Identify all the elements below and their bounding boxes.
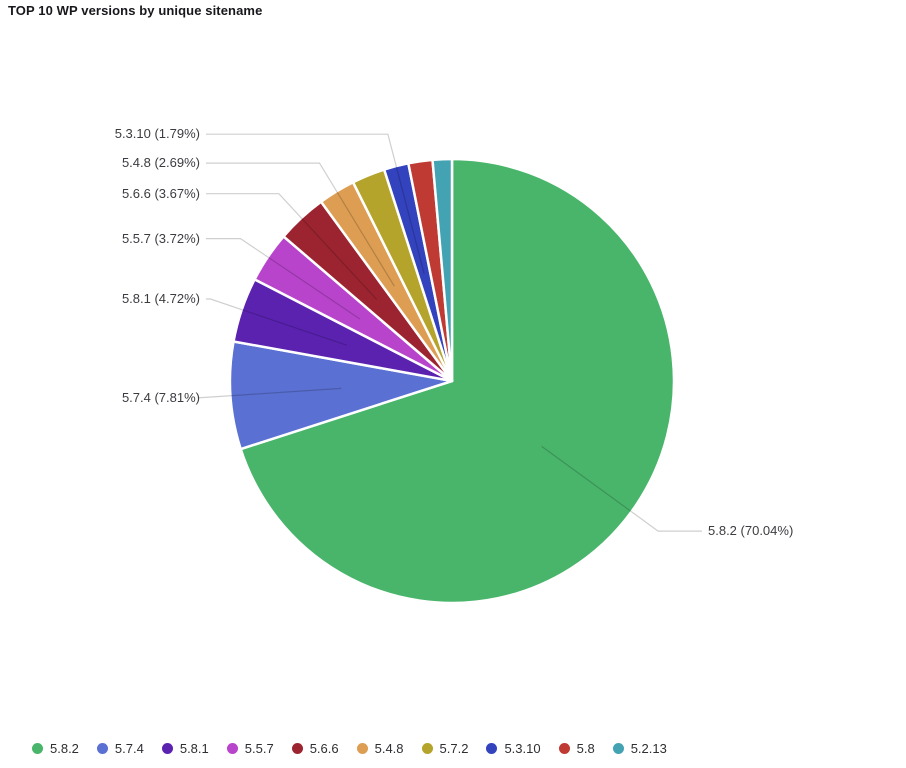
pie-slice-5.2.13[interactable] <box>431 157 454 383</box>
slice-label-5.6.6: 5.6.6 (3.67%) <box>121 185 200 201</box>
legend-label: 5.7.4 <box>114 741 144 756</box>
legend-item-5.4.8[interactable]: 5.4.8 <box>356 741 404 756</box>
label-line-5.8.1 <box>206 298 348 346</box>
legend-dot-5.7.2 <box>421 743 433 754</box>
slice-label-5.5.7: 5.5.7 (3.72%) <box>121 230 200 246</box>
legend-label: 5.6.6 <box>309 741 339 756</box>
legend-item-5.6.6[interactable]: 5.6.6 <box>291 741 339 756</box>
legend-dot-5.2.13 <box>612 743 624 754</box>
legend-item-5.7.4[interactable]: 5.7.4 <box>96 741 144 756</box>
legend-dot-5.8.2 <box>32 743 43 754</box>
slice-label-5.8.1: 5.8.1 (4.72%) <box>121 291 200 306</box>
legend-item-5.7.2[interactable]: 5.7.2 <box>421 741 469 756</box>
chart-title: TOP 10 WP versions by unique sitename <box>8 3 263 18</box>
slice-label-5.7.4: 5.7.4 (7.81%) <box>121 389 200 405</box>
label-line-5.5.7 <box>206 238 361 320</box>
label-line-5.4.8 <box>206 162 395 287</box>
pie-slice-5.7.4[interactable] <box>228 340 454 451</box>
legend: 5.8.2 5.7.4 5.8.1 5.5.7 5.6.6 5.4.8 5.7.2 5.3.1… <box>32 741 667 756</box>
legend-item-5.2.13[interactable]: 5.2.13 <box>612 741 667 756</box>
legend-label: 5.5.7 <box>244 741 274 756</box>
legend-item-5.3.10[interactable]: 5.3.10 <box>486 741 541 756</box>
label-line-5.7.4 <box>197 387 342 399</box>
legend-label: 5.8 <box>576 741 595 756</box>
legend-item-5.5.7[interactable]: 5.5.7 <box>226 741 274 756</box>
legend-item-5.8.2[interactable]: 5.8.2 <box>32 741 79 756</box>
label-line-5.6.6 <box>206 193 378 300</box>
legend-label: 5.4.8 <box>374 741 404 756</box>
slice-label-5.3.10: 5.3.10 (1.79%) <box>114 126 200 142</box>
legend-label: 5.8.1 <box>179 741 209 756</box>
pie-slice-5.8.2[interactable] <box>239 157 676 605</box>
legend-item-5.8.1[interactable]: 5.8.1 <box>161 741 209 756</box>
legend-dot-5.5.7 <box>226 743 238 754</box>
legend-label: 5.7.2 <box>439 741 469 756</box>
legend-dot-5.4.8 <box>356 743 368 754</box>
legend-dot-5.8.1 <box>161 743 173 754</box>
legend-dot-5.8 <box>558 743 570 754</box>
label-line-5.8.2 <box>541 445 702 532</box>
slice-label-5.4.8: 5.4.8 (2.69%) <box>121 155 200 171</box>
legend-dot-5.7.4 <box>96 743 108 754</box>
legend-dot-5.3.10 <box>486 743 498 754</box>
legend-label: 5.2.13 <box>630 741 667 756</box>
label-line-5.3.10 <box>206 133 425 274</box>
legend-label: 5.8.2 <box>50 741 79 756</box>
legend-label: 5.3.10 <box>504 741 541 756</box>
slice-label-5.8.2: 5.8.2 (70.04%) <box>708 523 794 539</box>
legend-item-5.8[interactable]: 5.8 <box>558 741 595 756</box>
legend-dot-5.6.6 <box>291 743 303 754</box>
